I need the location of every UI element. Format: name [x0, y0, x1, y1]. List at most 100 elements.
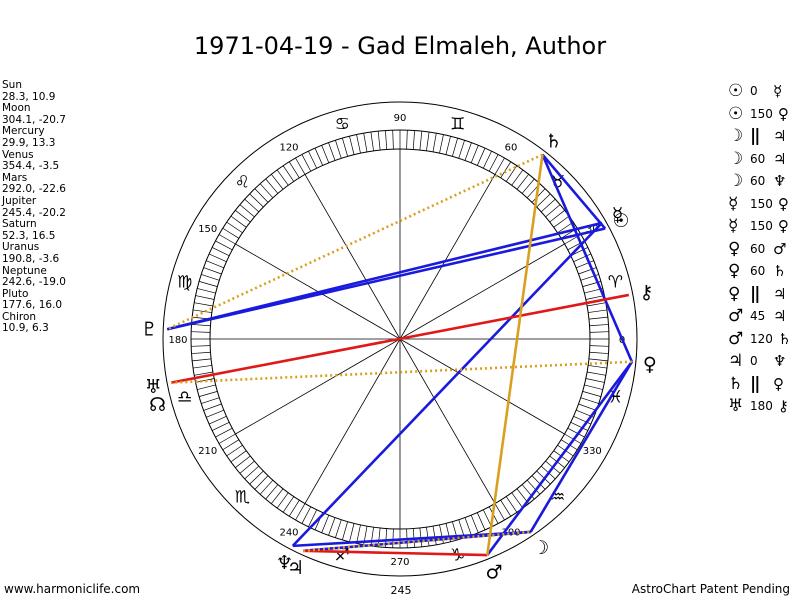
- planet-value-saturn: 52.3, 16.5: [2, 229, 56, 242]
- aspect-line: [171, 360, 632, 384]
- degree-tick: [321, 515, 330, 533]
- degree-tick: [377, 131, 381, 151]
- aspect-row: ♂ 120 ♄: [728, 328, 791, 351]
- degree-tick: [328, 142, 336, 161]
- degree-tick: [500, 161, 512, 179]
- degree-tick: [536, 193, 551, 208]
- degree-tick: [276, 492, 289, 509]
- degree-tick: [230, 215, 247, 228]
- degree-tick: [445, 136, 451, 155]
- degree-label: 150: [198, 224, 217, 235]
- aspect-type: ||: [750, 373, 760, 394]
- degree-tick: [211, 247, 230, 257]
- aspect-row: ♄ || ♀: [728, 373, 791, 396]
- degree-tick: [197, 288, 216, 294]
- planet-node-icon: ☊: [149, 394, 166, 416]
- footer-patent: AstroChart Patent Pending: [631, 582, 790, 596]
- zodiac-sign-icon: ♓: [608, 388, 623, 408]
- zodiac-sign-icon: ♋: [335, 115, 350, 135]
- aspect-planet-2-glyph: ☿: [773, 82, 783, 101]
- degree-tick: [470, 515, 479, 533]
- aspect-planet-1-glyph: ☽: [728, 171, 744, 192]
- degree-tick: [295, 157, 306, 175]
- degree-tick: [254, 475, 269, 490]
- degree-tick: [589, 324, 609, 327]
- aspect-line: [302, 530, 531, 553]
- degree-tick: [215, 427, 233, 438]
- aspect-type: 0: [750, 84, 758, 99]
- degree-tick: [342, 137, 348, 157]
- degree-tick: [516, 174, 529, 190]
- degree-tick: [203, 267, 222, 275]
- degree-tick: [526, 479, 541, 495]
- degree-tick: [335, 140, 342, 159]
- planet-name-venus: Venus: [2, 148, 34, 161]
- aspect-type: ||: [750, 126, 760, 147]
- degree-tick: [426, 131, 430, 151]
- degree-tick: [589, 331, 609, 333]
- planet-pluto-icon: ♇: [141, 318, 158, 340]
- aspect-type: 60: [750, 264, 766, 279]
- degree-tick: [536, 470, 551, 485]
- aspect-planet-1-glyph: ☉: [728, 81, 744, 102]
- aspect-planet-2-glyph: ♀: [777, 194, 789, 213]
- aspect-planet-2-glyph: ♀: [773, 374, 784, 393]
- planet-name-pluto: Pluto: [2, 287, 29, 300]
- degree-tick: [335, 519, 342, 538]
- aspect-line: [166, 153, 544, 331]
- degree-tick: [392, 528, 394, 548]
- degree-tick: [218, 234, 236, 245]
- degree-tick: [211, 421, 230, 431]
- aspect-planet-2-glyph: ♆: [773, 352, 787, 371]
- aspect-planet-1-glyph: ♄: [728, 373, 744, 394]
- aspect-line: [291, 221, 603, 547]
- zodiac-sign-icon: ♊: [450, 115, 465, 135]
- degree-tick: [342, 521, 348, 541]
- aspect-planet-2-glyph: ♆: [773, 172, 787, 191]
- aspect-row: ☿ 150 ♀: [728, 215, 791, 238]
- degree-tick: [356, 134, 361, 154]
- degree-tick: [206, 409, 224, 418]
- degree-tick: [276, 169, 289, 186]
- aspect-row: ☽ || ♃: [728, 125, 791, 148]
- degree-tick: [259, 183, 274, 199]
- degree-tick: [349, 136, 355, 155]
- aspect-row: ☽ 60 ♃: [728, 148, 791, 171]
- degree-tick: [282, 496, 295, 513]
- degree-tick: [476, 512, 486, 531]
- degree-tick: [235, 455, 251, 468]
- degree-tick: [587, 371, 606, 376]
- zodiac-sign-icon: ♎: [177, 388, 192, 408]
- planet-value-sun: 28.3, 10.9: [2, 90, 56, 103]
- aspect-row: ☉ 150 ♀: [728, 103, 791, 126]
- aspect-planet-1-glyph: ♂: [728, 306, 744, 327]
- aspect-row: ☽ 60 ♆: [728, 170, 791, 193]
- degree-tick: [191, 331, 211, 333]
- aspect-planet-1-glyph: ♀: [728, 261, 741, 282]
- degree-tick: [308, 509, 318, 528]
- planet-saturn-icon: ♄: [545, 130, 562, 152]
- planet-venus-icon: ♀: [643, 353, 657, 375]
- degree-tick: [282, 165, 295, 182]
- planet-value-chiron: 10.9, 6.3: [2, 322, 49, 335]
- degree-tick: [589, 351, 609, 354]
- degree-tick: [288, 499, 300, 517]
- degree-tick: [194, 371, 213, 376]
- degree-tick: [576, 260, 594, 269]
- degree-tick: [505, 496, 518, 513]
- degree-tick: [363, 133, 368, 152]
- degree-tick: [235, 210, 251, 223]
- degree-tick: [195, 295, 215, 300]
- degree-tick: [239, 204, 255, 218]
- planet-name-mars: Mars: [2, 171, 28, 184]
- degree-tick: [521, 484, 535, 500]
- degree-tick: [370, 527, 374, 547]
- aspect-planet-1-glyph: ☽: [728, 148, 744, 169]
- chart-title: 1971-04-19 - Gad Elmaleh, Author: [193, 32, 607, 60]
- planet-value-pluto: 177.6, 16.0: [2, 299, 63, 312]
- degree-tick: [191, 351, 211, 354]
- degree-label: 330: [583, 446, 602, 457]
- degree-tick: [249, 470, 264, 485]
- degree-tick: [588, 365, 608, 369]
- planet-moon-icon: ☽: [532, 537, 549, 559]
